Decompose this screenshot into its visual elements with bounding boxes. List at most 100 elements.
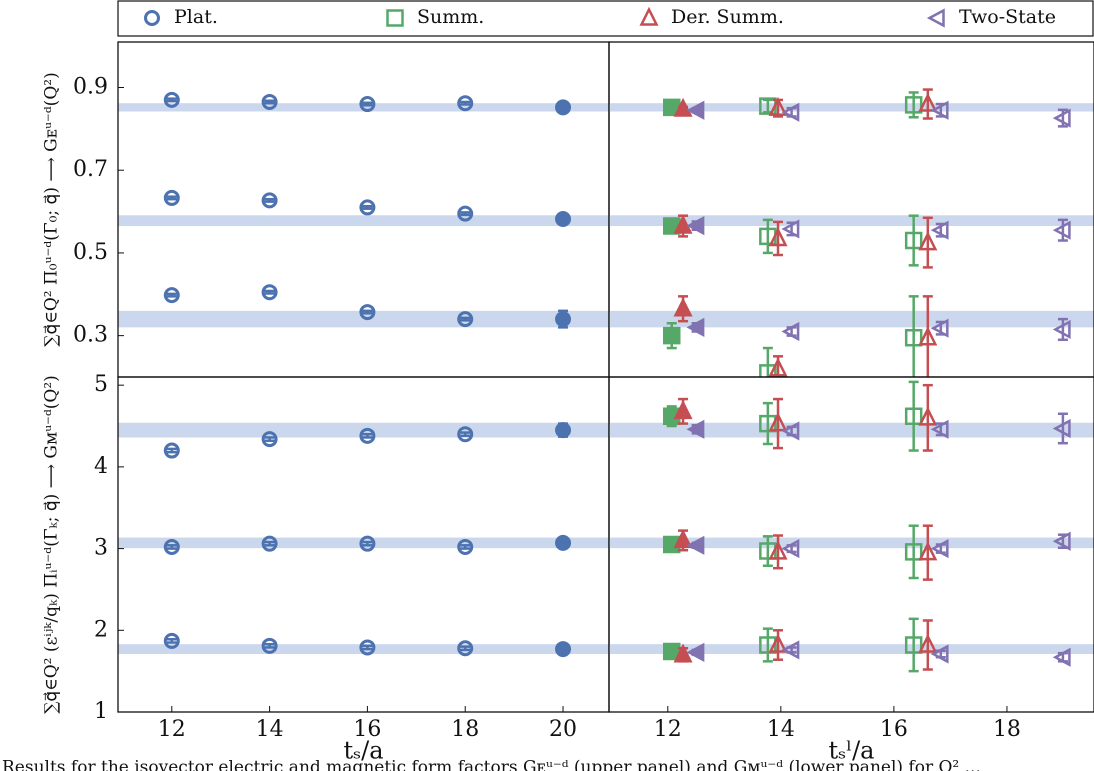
error-bar — [922, 619, 933, 671]
marker — [918, 92, 938, 112]
error-bar — [264, 436, 275, 442]
marker — [768, 357, 788, 377]
marker — [555, 641, 572, 658]
y-tick-label: 0.9 — [73, 74, 108, 99]
x-tick-label: 12 — [158, 717, 186, 742]
band — [609, 103, 1094, 112]
error-bar — [762, 218, 773, 255]
error-bar — [362, 204, 373, 210]
marker — [555, 99, 572, 116]
error-bar — [908, 524, 919, 580]
marker — [457, 538, 474, 555]
error-bar — [166, 638, 177, 644]
marker — [673, 643, 693, 663]
marker — [261, 284, 278, 301]
marker — [768, 96, 788, 116]
x-tick-label: 18 — [451, 717, 479, 742]
plot-area — [118, 91, 609, 329]
legend-marker — [926, 8, 945, 28]
marker — [918, 406, 938, 426]
y-tick-label: 4 — [94, 454, 108, 479]
error-bar — [922, 295, 933, 377]
marker — [768, 227, 788, 247]
marker — [457, 426, 474, 443]
marker — [163, 442, 180, 459]
band — [609, 422, 1094, 438]
error-bar — [166, 447, 177, 454]
marker — [359, 96, 376, 113]
y-axis-label: ∑q⃗∈Q² (εⁱʲᵏ/qₖ) Πᵢᵘ⁻ᵈ(Γₖ; q⃗) ⟶ Gᴍᵘ⁻ᵈ(Q… — [42, 375, 62, 714]
marker — [930, 318, 949, 338]
legend-marker — [386, 9, 404, 27]
marker — [781, 421, 800, 441]
error-bar — [908, 380, 919, 452]
error-bar — [762, 346, 773, 377]
marker — [457, 205, 474, 222]
x-tick-label: 14 — [256, 717, 284, 742]
error-bar — [922, 524, 933, 581]
marker — [1052, 647, 1071, 667]
legend-marker — [144, 10, 160, 26]
marker — [261, 431, 278, 448]
marker — [261, 535, 278, 552]
marker — [1052, 319, 1071, 340]
y-tick-label: 0.3 — [73, 323, 108, 348]
error-bar — [1057, 218, 1068, 242]
marker — [930, 220, 949, 240]
panel-frame — [608, 376, 1094, 713]
legend-label: Plat. — [174, 6, 218, 28]
error-bar — [460, 316, 471, 322]
y-axis-label: ∑q⃗∈Q² Π₀ᵘ⁻ᵈ(Γ₀; q⃗) ⟶ Gᴇᵘ⁻ᵈ(Q²) — [42, 72, 62, 346]
marker — [261, 192, 278, 209]
marker — [662, 535, 681, 554]
x-tick-label: 20 — [549, 717, 577, 742]
band — [609, 310, 1094, 328]
error-bar — [166, 292, 177, 298]
marker — [918, 231, 938, 251]
marker — [1052, 531, 1071, 551]
legend-label: Der. Summ. — [671, 6, 784, 28]
band — [609, 644, 1094, 654]
error-bar — [773, 397, 784, 450]
error-bar — [908, 617, 919, 673]
marker — [261, 93, 278, 110]
error-bar — [460, 211, 471, 217]
error-bar — [762, 535, 773, 567]
marker — [930, 538, 949, 559]
marker — [359, 427, 376, 444]
marker — [781, 538, 800, 559]
marker — [768, 412, 788, 432]
x-tick-label: 14 — [767, 717, 795, 742]
marker — [1052, 418, 1071, 439]
error-bar — [166, 97, 177, 103]
error-bar — [264, 642, 275, 649]
y-tick-label: 5 — [94, 372, 108, 397]
plot-area — [609, 380, 1094, 673]
marker — [457, 311, 474, 328]
marker — [686, 317, 705, 337]
marker — [686, 419, 705, 439]
band — [609, 215, 1094, 227]
marker — [555, 534, 572, 551]
marker — [686, 642, 705, 662]
error-bar — [264, 289, 275, 295]
legend-label: Two-State — [959, 6, 1056, 28]
marker — [163, 287, 180, 304]
legend-label: Summ. — [417, 6, 484, 28]
marker — [930, 100, 949, 120]
marker — [163, 91, 180, 108]
error-bar — [460, 431, 471, 438]
marker — [261, 637, 278, 654]
error-bar — [264, 540, 275, 547]
marker — [673, 97, 693, 117]
marker — [930, 644, 949, 664]
error-bar — [362, 309, 373, 315]
marker — [686, 100, 705, 120]
error-bar — [460, 645, 471, 652]
caption: Results for the isovector electric and m… — [2, 758, 981, 771]
band — [609, 537, 1094, 549]
x-tick-label: 18 — [993, 717, 1021, 742]
marker — [359, 304, 376, 321]
error-bar — [922, 216, 933, 269]
marker — [555, 422, 572, 439]
